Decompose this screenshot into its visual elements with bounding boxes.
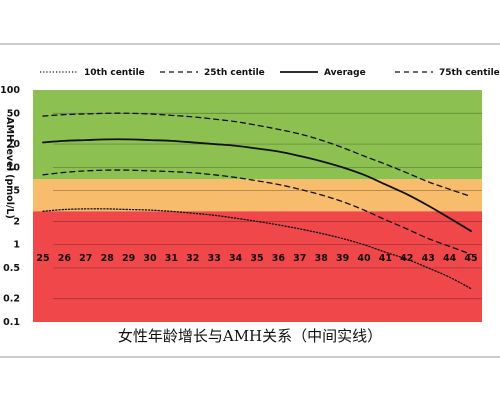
x-tick-label: 41 bbox=[379, 253, 392, 264]
x-tick-label: 40 bbox=[357, 253, 371, 264]
x-tick-label: 29 bbox=[122, 253, 135, 264]
x-tick-label: 30 bbox=[143, 253, 157, 264]
x-tick-label: 43 bbox=[422, 253, 435, 264]
y-tick-label: 20 bbox=[7, 139, 21, 150]
x-tick-label: 39 bbox=[336, 253, 349, 264]
y-tick-label: 1 bbox=[13, 240, 20, 251]
band-1 bbox=[33, 179, 482, 212]
x-tick-label: 36 bbox=[272, 253, 286, 264]
band-2 bbox=[33, 211, 482, 322]
y-tick-label: 10 bbox=[7, 162, 21, 173]
legend-label: 25th centile bbox=[204, 68, 265, 78]
series-line-75th-centile bbox=[42, 112, 472, 198]
x-tick-label: 38 bbox=[315, 253, 329, 264]
y-tick-label: 0.1 bbox=[3, 317, 20, 328]
x-tick-label: 33 bbox=[208, 253, 221, 264]
y-axis-ticks: 100 50 20 10 5 2 1 0.5 0.2 0.1 bbox=[0, 85, 20, 328]
y-axis-label: AMH level (pmol/L) bbox=[4, 117, 15, 219]
legend-label: 10th centile bbox=[84, 68, 145, 78]
x-tick-label: 44 bbox=[443, 253, 457, 264]
y-axis-title: AMH level (pmol/L) bbox=[4, 117, 15, 219]
x-tick-label: 26 bbox=[58, 253, 72, 264]
legend-label: 75th centile bbox=[439, 68, 500, 78]
y-tick-label: 50 bbox=[7, 108, 21, 119]
x-tick-label: 32 bbox=[186, 253, 199, 264]
x-tick-label: 25 bbox=[36, 253, 49, 264]
x-tick-label: 34 bbox=[229, 253, 243, 264]
series-lines bbox=[42, 112, 472, 290]
legend-label: Average bbox=[324, 68, 366, 78]
x-tick-label: 45 bbox=[464, 253, 477, 264]
y-tick-label: 100 bbox=[0, 85, 20, 96]
x-tick-label: 35 bbox=[250, 253, 263, 264]
legend: 10th centile 25th centile Average 75th cent… bbox=[40, 68, 500, 78]
series-line-10th-centile bbox=[42, 208, 472, 290]
band-0 bbox=[33, 90, 482, 180]
series-line-average bbox=[42, 138, 472, 232]
x-tick-label: 37 bbox=[293, 253, 306, 264]
x-tick-label: 27 bbox=[79, 253, 92, 264]
x-tick-label: 28 bbox=[101, 253, 115, 264]
x-axis-ticks: 25 26 27 28 29 30 31 32 33 34 35 36 37 38 39 40 41 42 43 44… bbox=[36, 253, 477, 264]
chart-caption: 女性年龄增长与AMH关系（中间实线） bbox=[117, 327, 383, 345]
background-bands bbox=[33, 90, 482, 322]
y-tick-label: 5 bbox=[13, 186, 20, 197]
y-tick-label: 0.2 bbox=[3, 294, 20, 305]
y-tick-label: 0.5 bbox=[3, 263, 20, 274]
x-tick-label: 31 bbox=[165, 253, 178, 264]
y-tick-label: 2 bbox=[13, 216, 20, 227]
